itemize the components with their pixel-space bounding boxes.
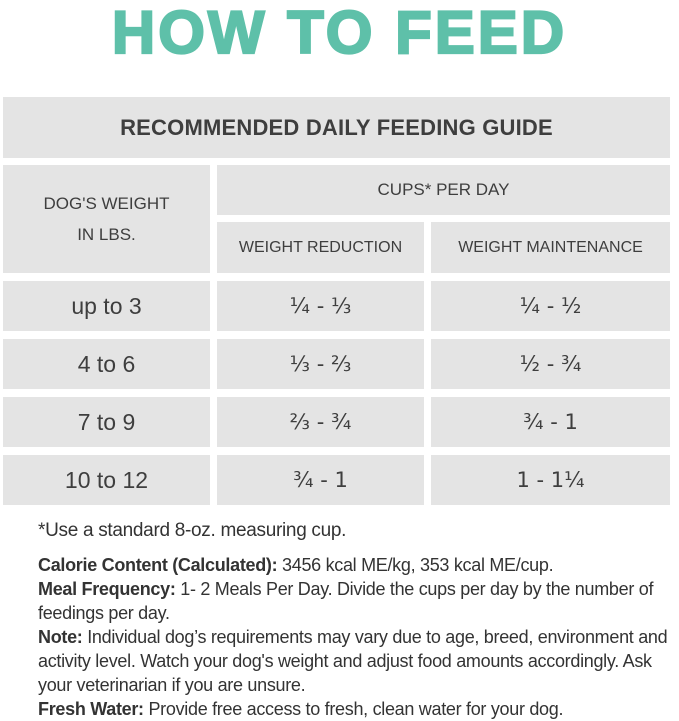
weight-reduction-header: WEIGHT REDUCTION (217, 222, 424, 273)
table-row: up to 3 ¼ - ⅓ ¼ - ½ (3, 281, 670, 331)
weight-header-line2: IN LBS. (77, 225, 136, 244)
weight-header-line1: DOG'S WEIGHT (43, 194, 170, 213)
note-text: Provide free access to fresh, clean wate… (148, 699, 564, 719)
note-label: Calorie Content (Calculated): (38, 555, 278, 575)
table-title: RECOMMENDED DAILY FEEDING GUIDE (3, 97, 670, 158)
weight-cell: 10 to 12 (3, 455, 210, 505)
page-title: HOW TO FEED (111, 0, 568, 66)
maintenance-cell: ½ - ¾ (431, 339, 670, 389)
maintenance-cell: 1 - 1¼ (431, 455, 670, 505)
note-text: 1- 2 Meals Per Day. Divide the cups per … (38, 579, 654, 623)
note-line-fresh-water: Fresh Water: Provide free access to fres… (38, 697, 671, 721)
reduction-cell: ¾ - 1 (217, 455, 424, 505)
note-line-note: Note: Individual dog’s requirements may … (38, 625, 671, 697)
reduction-cell: ⅓ - ⅔ (217, 339, 424, 389)
weight-cell: 7 to 9 (3, 397, 210, 447)
feeding-guide-table: RECOMMENDED DAILY FEEDING GUIDE DOG'S WE… (3, 97, 670, 505)
note-text: Individual dog’s requirements may vary d… (38, 627, 668, 695)
measuring-cup-footnote: *Use a standard 8-oz. measuring cup. (38, 520, 347, 541)
reduction-cell: ⅔ - ¾ (217, 397, 424, 447)
weight-maintenance-header: WEIGHT MAINTENANCE (431, 222, 670, 273)
weight-cell: up to 3 (3, 281, 210, 331)
table-row: 4 to 6 ⅓ - ⅔ ½ - ¾ (3, 339, 670, 389)
cups-per-day-header: CUPS* PER DAY (217, 165, 670, 215)
note-label: Note: (38, 627, 83, 647)
note-text: 3456 kcal ME/kg, 353 kcal ME/cup. (282, 555, 554, 575)
note-line-meal-frequency: Meal Frequency: 1- 2 Meals Per Day. Divi… (38, 577, 671, 625)
table-header: DOG'S WEIGHT IN LBS. CUPS* PER DAY WEIGH… (3, 165, 670, 273)
maintenance-cell: ¾ - 1 (431, 397, 670, 447)
weight-cell: 4 to 6 (3, 339, 210, 389)
note-label: Fresh Water: (38, 699, 144, 719)
notes-section: Calorie Content (Calculated): 3456 kcal … (38, 553, 671, 721)
note-label: Meal Frequency: (38, 579, 176, 599)
note-line-calorie-content: Calorie Content (Calculated): 3456 kcal … (38, 553, 671, 577)
reduction-cell: ¼ - ⅓ (217, 281, 424, 331)
table-row: 10 to 12 ¾ - 1 1 - 1¼ (3, 455, 670, 505)
table-row: 7 to 9 ⅔ - ¾ ¾ - 1 (3, 397, 670, 447)
maintenance-cell: ¼ - ½ (431, 281, 670, 331)
weight-column-header: DOG'S WEIGHT IN LBS. (3, 165, 210, 273)
